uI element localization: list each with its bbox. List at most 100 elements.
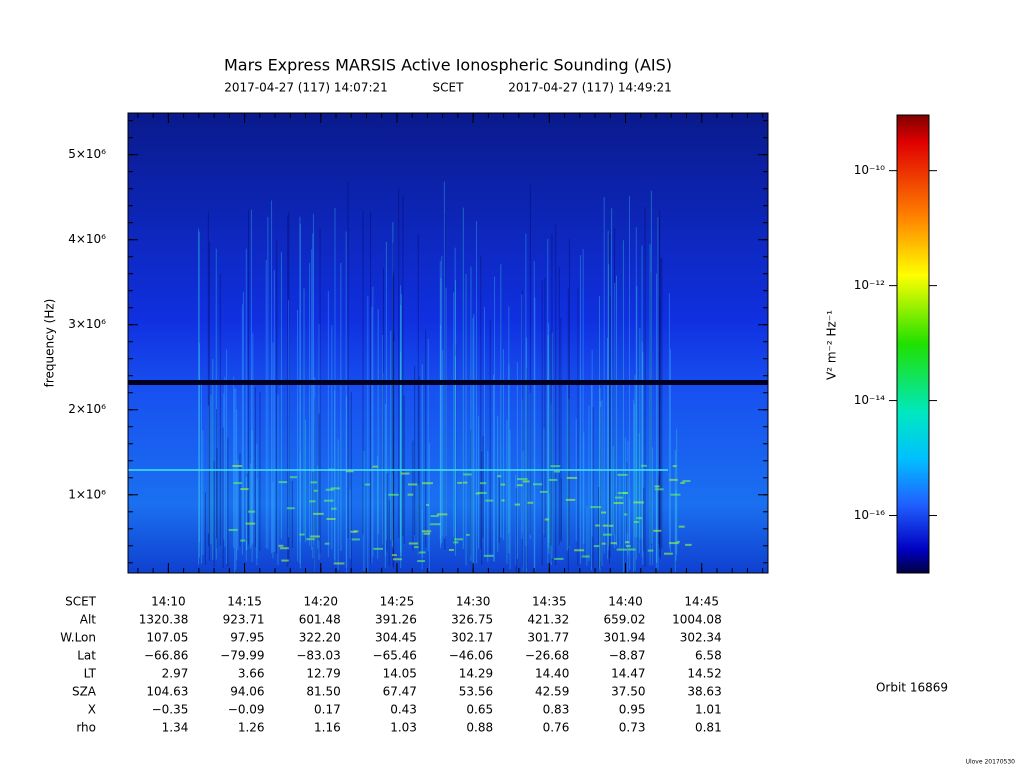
table-cell: 42.59 bbox=[535, 685, 569, 699]
texture-streak bbox=[619, 472, 621, 551]
texture-streak bbox=[367, 296, 369, 573]
texture-streak bbox=[487, 450, 489, 563]
texture-speck bbox=[544, 518, 550, 521]
texture-streak bbox=[331, 325, 333, 550]
texture-speck bbox=[228, 528, 238, 531]
y-tick-label: 3×10⁶ bbox=[68, 317, 106, 331]
texture-streak bbox=[629, 498, 631, 570]
texture-streak bbox=[508, 363, 510, 554]
texture-speck bbox=[457, 481, 463, 484]
texture-speck bbox=[548, 478, 558, 481]
texture-streak bbox=[427, 338, 429, 552]
table-cell: 2.97 bbox=[162, 667, 189, 681]
texture-streak bbox=[393, 271, 395, 569]
texture-streak bbox=[347, 182, 349, 539]
texture-streak bbox=[601, 400, 603, 567]
x-tick-label: 14:20 bbox=[303, 595, 338, 609]
texture-speck bbox=[532, 483, 543, 486]
texture-speck bbox=[680, 481, 685, 484]
texture-streak bbox=[428, 443, 430, 572]
texture-streak bbox=[273, 270, 275, 552]
texture-streak bbox=[624, 437, 626, 546]
texture-streak bbox=[560, 317, 562, 541]
texture-speck bbox=[539, 490, 548, 493]
texture-streak bbox=[215, 248, 217, 560]
texture-streak bbox=[599, 401, 601, 562]
texture-speck bbox=[401, 472, 410, 475]
table-cell: 601.48 bbox=[299, 613, 341, 627]
row-label: LT bbox=[84, 667, 97, 681]
texture-streak bbox=[674, 450, 676, 572]
texture-streak bbox=[311, 249, 313, 550]
texture-streak bbox=[377, 456, 379, 559]
texture-streak bbox=[498, 478, 500, 543]
texture-streak bbox=[583, 432, 585, 544]
time-end: 2017-04-27 (117) 14:49:21 bbox=[508, 81, 672, 95]
table-cell: 0.73 bbox=[619, 721, 646, 735]
texture-streak bbox=[350, 391, 352, 573]
texture-speck bbox=[477, 491, 487, 494]
texture-streak bbox=[676, 428, 678, 555]
texture-streak bbox=[611, 208, 613, 543]
texture-speck bbox=[351, 538, 360, 541]
colorbar-tick-label: 10⁻¹⁶ bbox=[854, 508, 885, 522]
texture-speck bbox=[633, 521, 639, 524]
texture-speck bbox=[613, 502, 624, 505]
texture-streak bbox=[287, 215, 289, 567]
texture-speck bbox=[636, 517, 642, 520]
texture-streak bbox=[566, 382, 568, 551]
texture-speck bbox=[419, 551, 426, 554]
texture-streak bbox=[643, 487, 645, 552]
texture-streak bbox=[246, 473, 248, 541]
texture-streak bbox=[272, 482, 274, 558]
table-cell: 97.95 bbox=[230, 631, 264, 645]
texture-streak bbox=[568, 238, 570, 546]
texture-streak bbox=[622, 240, 624, 573]
texture-streak bbox=[454, 356, 456, 556]
row-label: X bbox=[88, 703, 96, 717]
texture-streak bbox=[314, 377, 316, 572]
texture-streak bbox=[577, 287, 579, 566]
texture-speck bbox=[240, 488, 249, 491]
texture-streak bbox=[544, 278, 546, 538]
texture-streak bbox=[391, 473, 393, 547]
texture-streak bbox=[638, 433, 640, 554]
texture-speck bbox=[407, 483, 418, 486]
texture-streak bbox=[599, 388, 601, 572]
x-tick-label: 14:30 bbox=[456, 595, 491, 609]
texture-streak bbox=[475, 221, 477, 564]
texture-streak bbox=[608, 233, 610, 564]
texture-streak bbox=[288, 300, 290, 538]
texture-streak bbox=[659, 210, 661, 548]
texture-streak bbox=[639, 328, 641, 539]
texture-speck bbox=[313, 512, 324, 515]
texture-streak bbox=[529, 184, 531, 536]
table-cell: 0.76 bbox=[543, 721, 570, 735]
texture-streak bbox=[591, 379, 593, 571]
texture-streak bbox=[521, 290, 523, 568]
texture-streak bbox=[237, 459, 239, 550]
texture-streak bbox=[393, 341, 395, 551]
texture-streak bbox=[386, 473, 388, 552]
texture-streak bbox=[465, 274, 467, 566]
texture-speck bbox=[453, 541, 459, 544]
row-label: SZA bbox=[72, 685, 97, 699]
texture-streak bbox=[213, 460, 215, 567]
texture-speck bbox=[286, 507, 295, 510]
table-cell: 0.83 bbox=[543, 703, 570, 717]
texture-streak bbox=[521, 294, 523, 540]
texture-speck bbox=[602, 524, 609, 527]
texture-streak bbox=[400, 351, 402, 551]
texture-speck bbox=[485, 499, 494, 502]
texture-speck bbox=[232, 464, 243, 467]
texture-streak bbox=[418, 376, 420, 553]
texture-streak bbox=[481, 451, 483, 565]
row-label: rho bbox=[76, 721, 96, 735]
texture-streak bbox=[509, 429, 511, 570]
texture-streak bbox=[393, 331, 395, 557]
table-cell: 322.20 bbox=[299, 631, 341, 645]
texture-speck bbox=[514, 503, 521, 506]
texture-speck bbox=[350, 530, 357, 533]
texture-streak bbox=[371, 306, 373, 564]
